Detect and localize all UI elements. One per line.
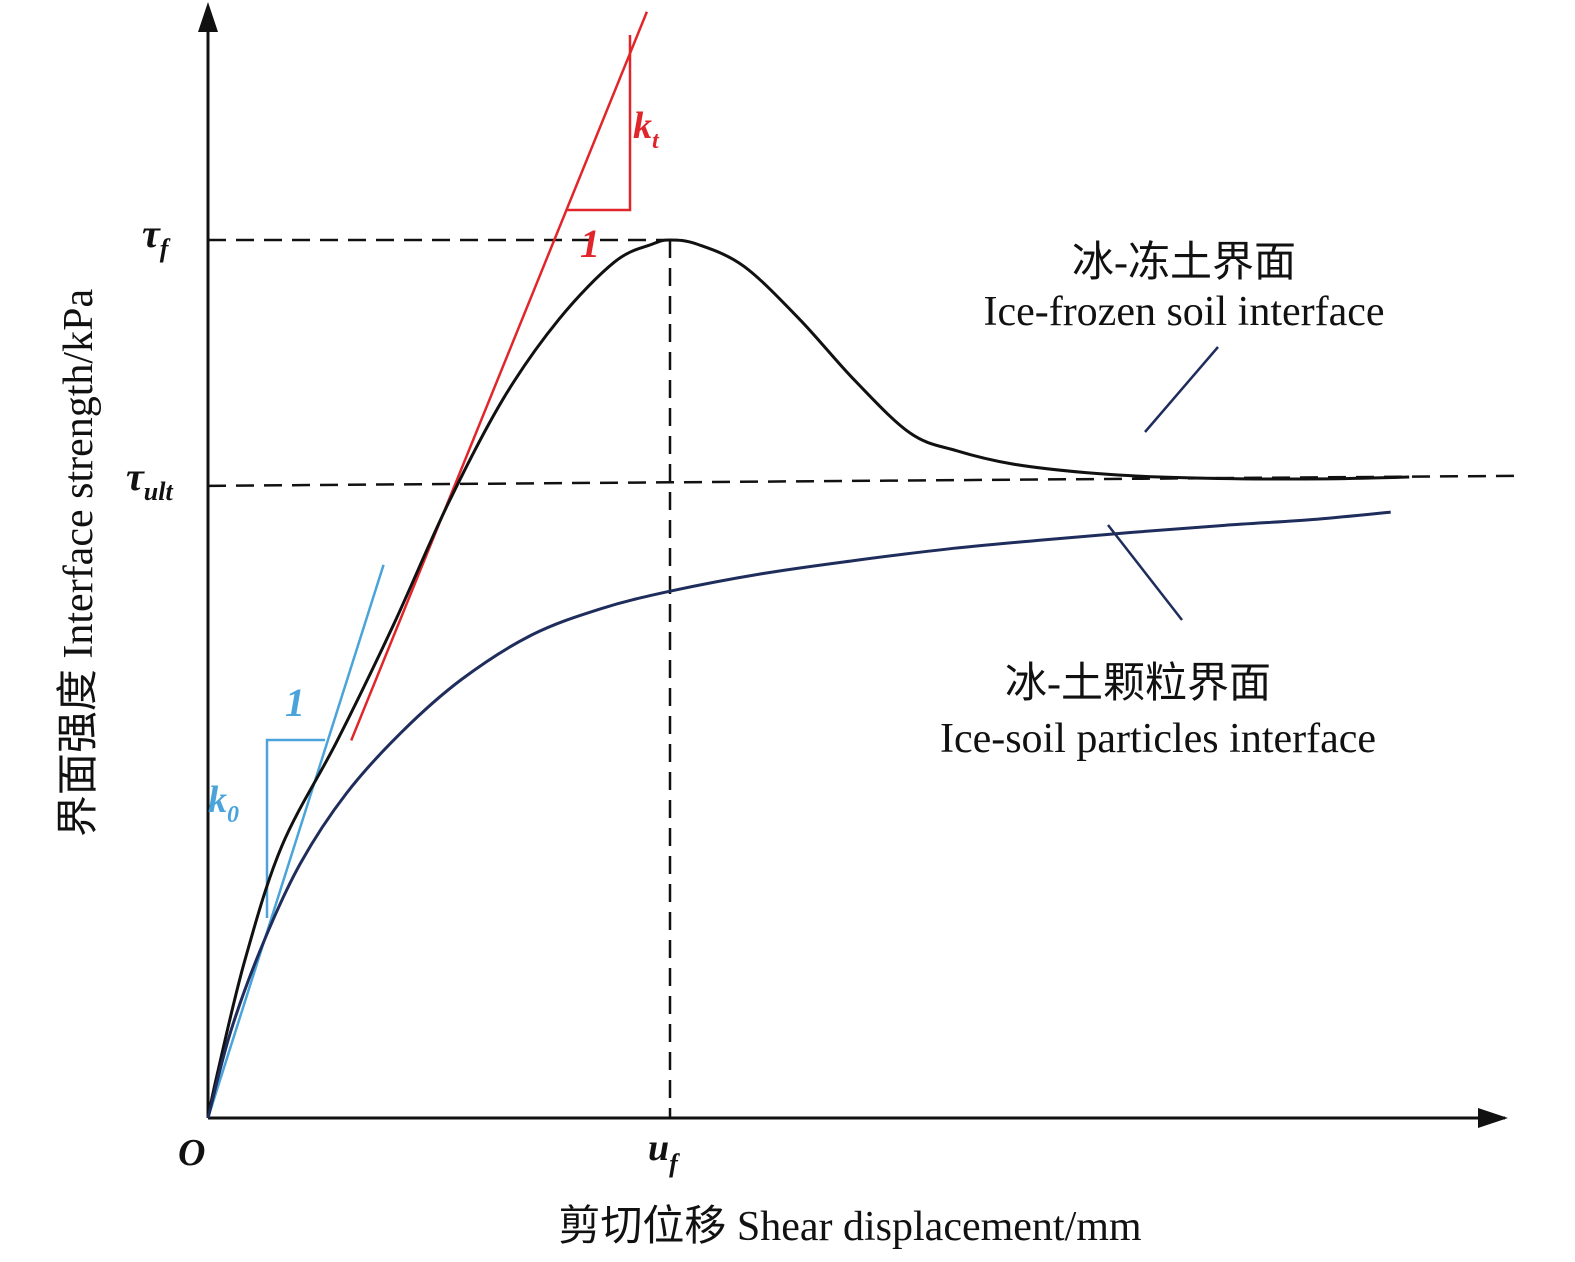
x-axis-title: 剪切位移 Shear displacement/mm	[558, 1203, 1142, 1250]
annotation-frozen-cn: 冰-冻土界面	[1072, 239, 1296, 286]
k0-slope-label: 1	[285, 680, 305, 725]
series-line-ice-soil-particles	[206, 510, 1391, 1119]
reference-lines	[207, 238, 1519, 1118]
x-axis-arrow	[1478, 1108, 1508, 1128]
slope-triangle-kt	[567, 35, 632, 212]
slope-triangle-k0	[265, 738, 325, 918]
kt-label: kt	[633, 105, 660, 154]
tangent-line-kt	[350, 11, 649, 741]
leader-line-ice-soil-particles	[1107, 524, 1183, 621]
series-line-ice-frozen-soil	[206, 238, 1410, 1119]
leader-line-ice-frozen-soil	[1144, 346, 1219, 433]
k0-label: k0	[208, 779, 239, 828]
tangent-line-k0	[206, 564, 385, 1119]
y-tick-label-tau-ult: τult	[126, 454, 173, 506]
ref-line-tau_ult	[207, 474, 1519, 488]
annotation-leaders	[1107, 346, 1219, 621]
y-tick-label-tau-f: τf	[142, 211, 171, 263]
origin-label: O	[178, 1132, 205, 1174]
annotation-particles-en: Ice-soil particles interface	[940, 716, 1376, 762]
x-tick-label-uf: uf	[648, 1127, 680, 1178]
tangent-lines	[206, 11, 649, 1119]
annotation-frozen-en: Ice-frozen soil interface	[983, 289, 1384, 335]
y-axis-title: 界面强度 Interface strength/kPa	[56, 289, 102, 838]
kt-slope-label: 1	[580, 221, 600, 266]
series-lines	[206, 238, 1410, 1119]
y-axis-arrow	[198, 2, 218, 32]
annotation-particles-cn: 冰-土颗粒界面	[1005, 661, 1271, 707]
